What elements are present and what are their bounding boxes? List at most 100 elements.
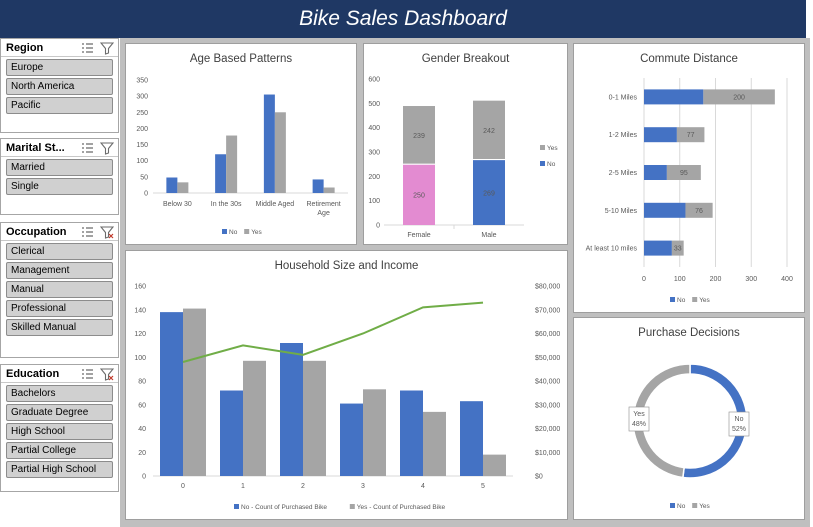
data-label-name: Yes bbox=[633, 411, 645, 418]
data-label-yes: 239 bbox=[413, 133, 425, 140]
bar-no bbox=[400, 390, 423, 476]
slicer-item-professional[interactable]: Professional bbox=[6, 300, 113, 317]
bar-no bbox=[280, 343, 303, 476]
bar-no bbox=[403, 164, 435, 225]
slicer-item-clerical[interactable]: Clerical bbox=[6, 243, 113, 260]
y-tick-label: 160 bbox=[134, 284, 146, 291]
household-chart-title: Household Size and Income bbox=[274, 260, 419, 272]
slicer-header: Region bbox=[1, 39, 118, 57]
x-tick-label: In the 30s bbox=[211, 201, 242, 208]
data-label-yes: 200 bbox=[733, 94, 745, 101]
slicer-item-skilled-manual[interactable]: Skilled Manual bbox=[6, 319, 113, 336]
x-tick-label: 400 bbox=[781, 276, 793, 283]
y-tick-label: 400 bbox=[368, 125, 380, 132]
age-chart-panel[interactable]: Age Based Patterns 0 50 100 150 200 250 300 350… bbox=[125, 43, 357, 245]
bar-yes bbox=[685, 202, 713, 218]
bar-yes bbox=[423, 411, 446, 476]
x-tick-label: 4 bbox=[421, 483, 425, 490]
slicer-education[interactable]: Education Bachelors Graduate Degree High Sc… bbox=[0, 364, 119, 492]
clear-filter-icon[interactable] bbox=[100, 41, 114, 55]
age-chart: 0 50 100 150 200 250 300 350 Below 30 In the 30s M… bbox=[136, 78, 348, 236]
slicer-toolbar bbox=[80, 225, 114, 239]
bar-no bbox=[166, 177, 178, 193]
slicer-region[interactable]: Region Europe North America Pacific bbox=[0, 38, 119, 133]
y2-tick-label: $80,000 bbox=[535, 284, 560, 291]
y2-tick-label: $60,000 bbox=[535, 331, 560, 338]
slicer-item-partial-college[interactable]: Partial College bbox=[6, 442, 113, 459]
slicer-item-europe[interactable]: Europe bbox=[6, 59, 113, 76]
slicer-item-management[interactable]: Management bbox=[6, 262, 113, 279]
clear-filter-icon[interactable] bbox=[100, 225, 114, 239]
y-tick-label: 0-1 Miles bbox=[609, 94, 638, 101]
y-tick-label: At least 10 miles bbox=[586, 246, 638, 253]
multi-select-icon[interactable] bbox=[80, 141, 94, 155]
slicer-occupation[interactable]: Occupation Clerical Management Manual Profes… bbox=[0, 222, 119, 358]
y-tick-label: 200 bbox=[136, 126, 148, 133]
legend-label-yes: Yes bbox=[547, 145, 558, 152]
slicer-item-single[interactable]: Single bbox=[6, 178, 113, 195]
multi-select-icon[interactable] bbox=[80, 225, 94, 239]
legend-swatch bbox=[222, 229, 227, 234]
slicer-marital-st[interactable]: Marital St... Married Single bbox=[0, 138, 119, 215]
legend-swatch bbox=[692, 297, 698, 302]
bar-yes bbox=[473, 100, 505, 160]
x-tick-label: 2 bbox=[301, 483, 305, 490]
slicer-item-pacific[interactable]: Pacific bbox=[6, 97, 113, 114]
data-label-yes: 76 bbox=[695, 208, 703, 215]
slicer-toolbar bbox=[80, 41, 114, 55]
multi-select-icon[interactable] bbox=[80, 41, 94, 55]
commute-chart-panel[interactable]: Commute Distance 0 100 200 300 400 200 0-1 Mil… bbox=[573, 43, 805, 313]
legend-swatch-yes bbox=[540, 145, 545, 150]
gender-chart: 0 100 200 300 400 500 600 250 239 Female 269 242 Mal… bbox=[368, 77, 558, 240]
legend-swatch bbox=[670, 297, 675, 302]
data-label-yes: 77 bbox=[687, 132, 695, 139]
bar-yes bbox=[483, 454, 506, 476]
x-tick-label: 0 bbox=[642, 276, 646, 283]
dashboard-title: Bike Sales Dashboard bbox=[0, 0, 806, 38]
household-chart-panel[interactable]: Household Size and Income 0 20 40 60 80 100 12… bbox=[125, 250, 568, 520]
legend-swatch bbox=[234, 504, 239, 509]
commute-chart-title: Commute Distance bbox=[640, 53, 738, 65]
bar-no bbox=[473, 159, 505, 225]
slicer-item-married[interactable]: Married bbox=[6, 159, 113, 176]
y-tick-label: 50 bbox=[140, 174, 148, 181]
slicer-item-manual[interactable]: Manual bbox=[6, 281, 113, 298]
purchase-chart-panel[interactable]: Purchase Decisions No 52% Yes 48% No Yes bbox=[573, 317, 805, 520]
bar-yes bbox=[666, 165, 701, 180]
y2-tick-label: $0 bbox=[535, 474, 543, 481]
slicer-item-north-america[interactable]: North America bbox=[6, 78, 113, 95]
y-tick-label: 80 bbox=[138, 379, 146, 386]
y-tick-label: 300 bbox=[368, 150, 380, 157]
x-tick-label: 0 bbox=[181, 483, 185, 490]
slicer-title: Education bbox=[6, 367, 60, 380]
bar-no bbox=[220, 390, 243, 476]
multi-select-icon[interactable] bbox=[80, 367, 94, 381]
data-label-no: 269 bbox=[483, 190, 495, 197]
y-tick-label: 200 bbox=[368, 174, 380, 181]
clear-filter-icon[interactable] bbox=[100, 367, 114, 381]
y-tick-label: 150 bbox=[136, 142, 148, 149]
x-tick-label: 200 bbox=[710, 276, 722, 283]
y-tick-label: 5-10 Miles bbox=[605, 208, 638, 215]
slicer-toolbar bbox=[80, 141, 114, 155]
x-tick-label: Female bbox=[407, 232, 430, 239]
purchase-chart-title: Purchase Decisions bbox=[638, 327, 740, 339]
x-tick-label: 100 bbox=[674, 276, 686, 283]
purchase-chart: No 52% Yes 48% No Yes bbox=[628, 363, 750, 510]
data-label-yes: 95 bbox=[680, 170, 688, 177]
clear-filter-icon[interactable] bbox=[100, 141, 114, 155]
y-tick-label: 600 bbox=[368, 77, 380, 84]
bar-no bbox=[340, 403, 363, 476]
y2-tick-label: $70,000 bbox=[535, 307, 560, 314]
slicer-item-high-school[interactable]: High School bbox=[6, 423, 113, 440]
y-tick-label: 300 bbox=[136, 94, 148, 101]
commute-chart: 0 100 200 300 400 200 0-1 Miles 77 1-2 Miles 95 2-… bbox=[586, 78, 793, 304]
bar-yes bbox=[671, 240, 684, 256]
slicer-item-graduate-degree[interactable]: Graduate Degree bbox=[6, 404, 113, 421]
slicer-item-bachelors[interactable]: Bachelors bbox=[6, 385, 113, 402]
slicer-item-partial-high-school[interactable]: Partial High School bbox=[6, 461, 113, 478]
bar-yes bbox=[323, 187, 335, 193]
slicer-header: Occupation bbox=[1, 223, 118, 241]
gender-chart-panel[interactable]: Gender Breakout 0 100 200 300 400 500 600 250 23… bbox=[363, 43, 568, 245]
x-tick-label: Middle Aged bbox=[256, 201, 295, 208]
